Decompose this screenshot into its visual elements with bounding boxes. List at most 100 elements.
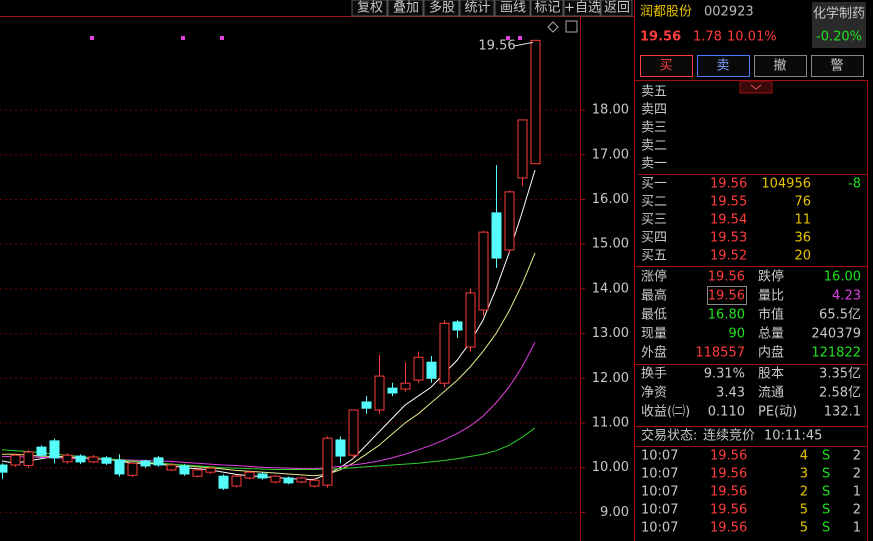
- marker: [220, 36, 224, 40]
- stat-value: 240379: [811, 327, 861, 342]
- stat-value: 121822: [811, 346, 861, 361]
- candle-body: [296, 477, 307, 483]
- stat-label: 最低: [641, 308, 667, 323]
- candle-body: [322, 437, 333, 486]
- stock-code: 002923: [704, 5, 754, 20]
- stat-value: 65.5亿: [819, 308, 861, 323]
- sell-level: 卖二: [641, 139, 667, 154]
- stock-name: 润都股份: [640, 5, 692, 20]
- diamond-icon[interactable]: [547, 21, 559, 33]
- trade-count: 2: [853, 467, 861, 482]
- candle-body: [491, 212, 502, 259]
- candle-body: [309, 479, 320, 487]
- candle-body: [530, 39, 541, 165]
- trade-side: S: [822, 521, 830, 536]
- candle-body: [36, 446, 47, 456]
- y-tick-label: 15.00: [592, 237, 629, 252]
- candle-body: [166, 464, 177, 471]
- sector-box[interactable]: [812, 2, 866, 48]
- stat-label: 现量: [641, 327, 667, 342]
- candle-body: [348, 409, 359, 456]
- marker: [181, 36, 185, 40]
- trade-volume: 3: [800, 467, 808, 482]
- y-tick-label: 10.00: [592, 460, 629, 475]
- status-time: 10:11:45: [764, 429, 822, 444]
- trade-side: S: [822, 485, 830, 500]
- action-button[interactable]: [754, 55, 807, 77]
- y-tick-label: 18.00: [592, 103, 629, 118]
- expand-button[interactable]: [739, 80, 773, 94]
- sector: 化学制药: [813, 6, 865, 22]
- toolbar-button[interactable]: [563, 0, 601, 17]
- stat-value: 16.80: [708, 308, 745, 323]
- fundamental-value: 2.58亿: [819, 386, 861, 401]
- candle-body: [179, 465, 190, 475]
- trade-price: 19.56: [710, 467, 747, 482]
- stat-value: 19.56: [708, 289, 745, 304]
- buy-level: 买三: [641, 213, 667, 228]
- fundamental-value: 3.35亿: [819, 367, 861, 382]
- buy-volume: 20: [794, 249, 811, 264]
- trade-volume: 5: [800, 521, 808, 536]
- square-icon[interactable]: [565, 20, 578, 33]
- action-label: 买: [659, 59, 672, 74]
- toolbar-button[interactable]: [387, 0, 424, 17]
- candle-body: [140, 460, 151, 467]
- toolbar-label: 多股: [429, 0, 455, 16]
- fundamental-value: 9.31%: [704, 367, 745, 382]
- action-button[interactable]: [640, 55, 693, 77]
- candle-body: [387, 387, 398, 394]
- candle-body: [374, 375, 385, 411]
- fundamental-value: 3.43: [716, 386, 745, 401]
- toolbar-button[interactable]: [494, 0, 531, 17]
- trade-count: 2: [853, 503, 861, 518]
- action-label: 卖: [716, 59, 729, 74]
- candle-body: [426, 361, 437, 379]
- buy-price: 19.53: [710, 231, 747, 246]
- sell-level: 卖三: [641, 121, 667, 136]
- candle-body: [270, 475, 281, 483]
- action-button[interactable]: [697, 55, 750, 77]
- buy-level: 买四: [641, 231, 667, 246]
- trade-side: S: [822, 503, 830, 518]
- stat-label: 最高: [641, 288, 667, 304]
- trade-side: S: [822, 467, 830, 482]
- trade-volume: 5: [800, 503, 808, 518]
- marker: [90, 36, 94, 40]
- y-tick-label: 14.00: [592, 281, 629, 296]
- price: 19.56: [640, 30, 681, 45]
- trade-price: 19.56: [710, 449, 747, 464]
- toolbar-button[interactable]: [530, 0, 564, 17]
- trade-time: 10:07: [641, 485, 678, 500]
- candle-body: [400, 382, 411, 390]
- stat-value: 19.56: [708, 270, 745, 285]
- y-tick-label: 12.00: [592, 371, 629, 386]
- stat-value: 16.00: [824, 270, 861, 285]
- trade-price: 19.56: [710, 485, 747, 500]
- candle-body: [231, 475, 242, 487]
- stat-label: 跌停: [758, 269, 784, 285]
- candle-body: [517, 119, 528, 179]
- markers: [90, 36, 522, 40]
- action-button[interactable]: [811, 55, 864, 77]
- toolbar-button[interactable]: [459, 0, 495, 17]
- trade-time: 10:07: [641, 467, 678, 482]
- toolbar-label: 标记: [534, 1, 560, 16]
- fundamental-value: 132.1: [824, 405, 861, 420]
- toolbar-button[interactable]: [600, 0, 633, 17]
- stat-value: 4.23: [832, 289, 861, 304]
- toolbar-button[interactable]: [423, 0, 460, 17]
- max-pointer: [513, 41, 534, 47]
- toolbar-button[interactable]: [351, 0, 388, 17]
- sell-level: 卖五: [641, 85, 667, 100]
- marker: [506, 36, 510, 40]
- fundamental-label: PE(动): [758, 405, 797, 420]
- stat-value: 118557: [695, 346, 745, 361]
- buy-delta: -8: [848, 177, 861, 192]
- trade-count: 1: [853, 485, 861, 500]
- trade-time: 10:07: [641, 521, 678, 536]
- candle-body: [75, 455, 86, 463]
- status-label: 交易状态:: [641, 428, 697, 444]
- candle-body: [257, 473, 268, 479]
